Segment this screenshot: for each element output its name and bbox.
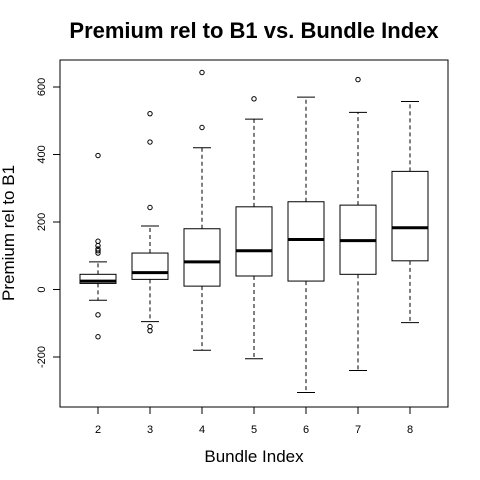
box-group-2 (79, 152, 117, 340)
box (235, 206, 273, 277)
x-tick-label: 8 (407, 424, 413, 436)
outlier-point (95, 247, 101, 254)
outlier-point (199, 124, 205, 131)
x-tick-label: 6 (303, 424, 309, 436)
x-tick-label: 3 (147, 424, 153, 436)
box-group-8 (391, 101, 429, 324)
outlier-point (251, 96, 257, 102)
outlier-point (147, 204, 153, 211)
x-tick-label: 4 (199, 424, 205, 436)
outlier-point (95, 152, 101, 159)
outlier-point (199, 69, 205, 76)
y-tick-label: 600 (36, 78, 48, 96)
y-tick-label: 0 (36, 286, 48, 292)
outlier-point (355, 76, 361, 83)
outlier-point (147, 327, 153, 334)
box (183, 228, 221, 287)
y-tick-label: -200 (36, 346, 48, 368)
y-tick-label: 400 (36, 145, 48, 163)
x-tick-label: 7 (355, 424, 361, 436)
box-group-7 (339, 76, 377, 371)
x-tick-label: 5 (251, 424, 257, 436)
box (79, 273, 117, 284)
outlier-point (95, 312, 101, 318)
boxes (79, 69, 429, 393)
box (287, 201, 325, 282)
box-group-6 (287, 96, 325, 393)
y-axis: -200 0 200 400 600 (36, 78, 61, 368)
x-axis: 2 3 4 5 6 7 8 (95, 406, 413, 436)
box (131, 252, 169, 280)
chart-title: Premium rel to B1 vs. Bundle Index (69, 18, 439, 43)
x-tick-label: 2 (95, 424, 101, 436)
y-axis-label: Premium rel to B1 (0, 165, 18, 301)
box (391, 170, 429, 262)
outlier-point (95, 250, 101, 256)
box-group-5 (235, 96, 273, 360)
outlier-point (95, 238, 101, 244)
x-axis-label: Bundle Index (204, 447, 304, 466)
outlier-point (147, 110, 153, 117)
box-group-3 (131, 110, 169, 334)
outlier-point (95, 334, 101, 340)
box-group-4 (183, 69, 221, 351)
outlier-point (147, 139, 153, 145)
outlier-point (95, 242, 101, 249)
y-tick-label: 200 (36, 213, 48, 231)
